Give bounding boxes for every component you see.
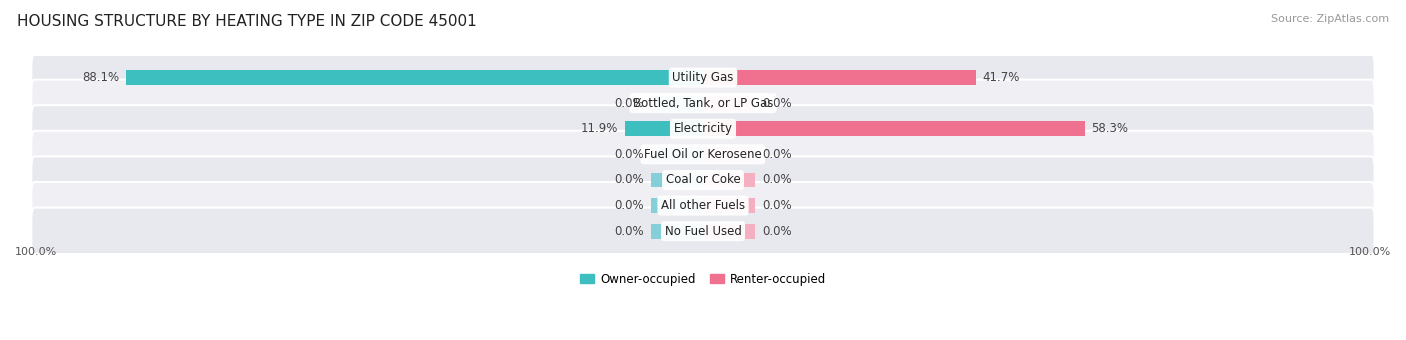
Text: 0.0%: 0.0% [614, 225, 644, 238]
Text: HOUSING STRUCTURE BY HEATING TYPE IN ZIP CODE 45001: HOUSING STRUCTURE BY HEATING TYPE IN ZIP… [17, 14, 477, 29]
Bar [703, 96, 755, 111]
Bar [651, 224, 703, 239]
Text: Fuel Oil or Kerosene: Fuel Oil or Kerosene [644, 148, 762, 161]
Bar [651, 96, 703, 111]
Bar [703, 172, 755, 187]
Bar [651, 172, 703, 187]
FancyBboxPatch shape [31, 131, 1375, 179]
Bar [651, 147, 703, 162]
Text: All other Fuels: All other Fuels [661, 199, 745, 212]
Bar [703, 147, 755, 162]
Text: 0.0%: 0.0% [762, 225, 792, 238]
Bar [703, 224, 755, 239]
Text: 0.0%: 0.0% [614, 97, 644, 110]
Text: 100.0%: 100.0% [1348, 247, 1391, 257]
FancyBboxPatch shape [31, 208, 1375, 256]
Text: 11.9%: 11.9% [581, 122, 619, 135]
Text: Bottled, Tank, or LP Gas: Bottled, Tank, or LP Gas [633, 97, 773, 110]
FancyBboxPatch shape [31, 156, 1375, 205]
Bar [703, 198, 755, 213]
Text: No Fuel Used: No Fuel Used [665, 225, 741, 238]
FancyBboxPatch shape [31, 182, 1375, 230]
Text: 0.0%: 0.0% [614, 148, 644, 161]
Bar [626, 121, 703, 136]
Text: Coal or Coke: Coal or Coke [665, 173, 741, 186]
Text: 0.0%: 0.0% [762, 97, 792, 110]
Text: 41.7%: 41.7% [983, 71, 1021, 84]
Text: 58.3%: 58.3% [1091, 122, 1129, 135]
Legend: Owner-occupied, Renter-occupied: Owner-occupied, Renter-occupied [575, 268, 831, 290]
Text: Electricity: Electricity [673, 122, 733, 135]
Text: 0.0%: 0.0% [762, 148, 792, 161]
Text: 0.0%: 0.0% [762, 199, 792, 212]
FancyBboxPatch shape [31, 54, 1375, 102]
FancyBboxPatch shape [31, 105, 1375, 153]
Bar [703, 70, 976, 85]
Text: 100.0%: 100.0% [15, 247, 58, 257]
Text: 88.1%: 88.1% [82, 71, 120, 84]
FancyBboxPatch shape [31, 80, 1375, 128]
Text: 0.0%: 0.0% [614, 173, 644, 186]
Text: 0.0%: 0.0% [614, 199, 644, 212]
Text: Source: ZipAtlas.com: Source: ZipAtlas.com [1271, 14, 1389, 23]
Text: Utility Gas: Utility Gas [672, 71, 734, 84]
Text: 0.0%: 0.0% [762, 173, 792, 186]
Bar [651, 198, 703, 213]
Bar [125, 70, 703, 85]
Bar [703, 121, 1085, 136]
